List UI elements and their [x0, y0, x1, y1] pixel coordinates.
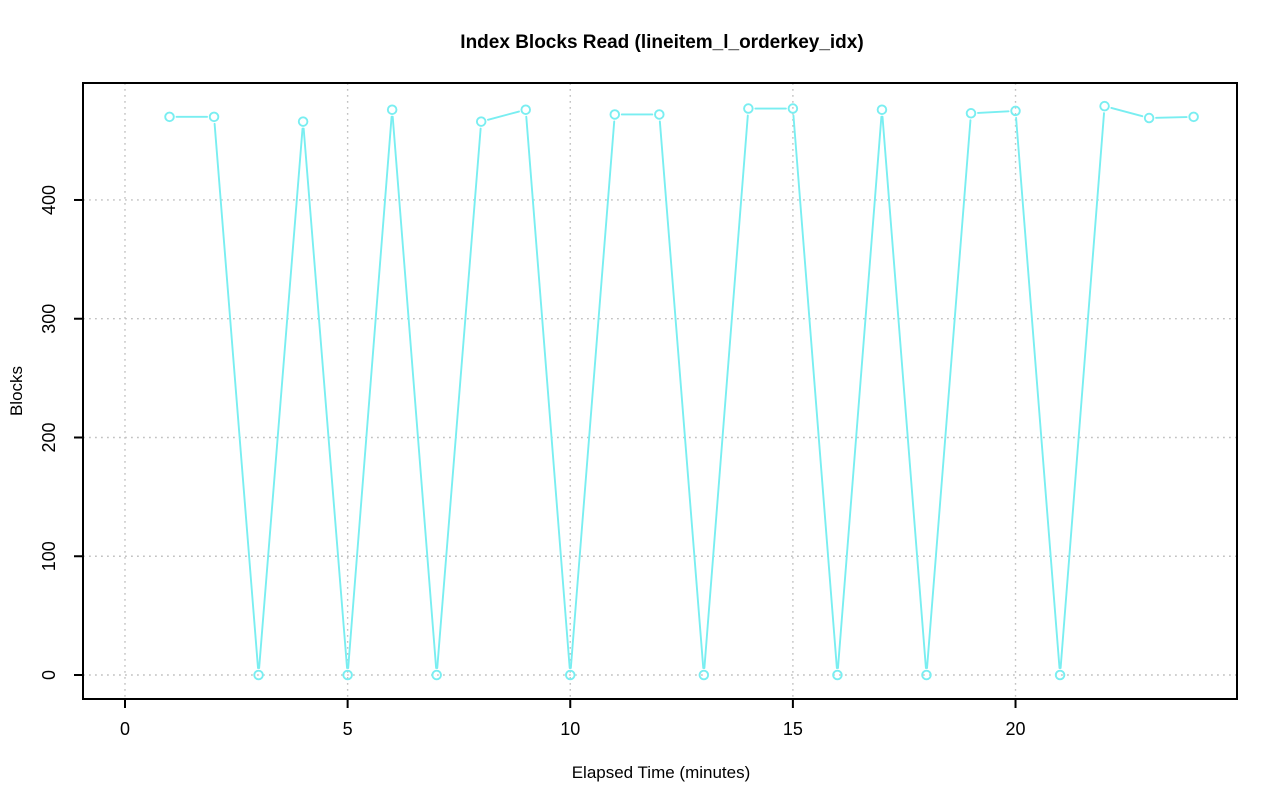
y-tick-label: 300	[39, 304, 59, 334]
data-point-marker	[431, 669, 442, 681]
x-tick-label: 15	[783, 719, 803, 739]
series-line-segment	[703, 114, 749, 669]
series-line-segment	[658, 120, 705, 669]
data-point-marker	[1143, 112, 1155, 124]
data-point-marker	[698, 669, 710, 681]
x-axis-label: Elapsed Time (minutes)	[572, 763, 751, 782]
series-line-segment	[436, 127, 482, 669]
series-line-segment	[837, 115, 883, 669]
series-line-segment	[977, 110, 1010, 114]
chart-title: Index Blocks Read (lineitem_l_orderkey_i…	[460, 32, 863, 53]
x-tick-label: 0	[120, 719, 130, 739]
data-point-marker	[832, 669, 843, 681]
data-point-marker	[1054, 669, 1066, 681]
data-point-marker	[164, 111, 175, 123]
series-line-segment	[1155, 116, 1188, 119]
y-tick-label: 0	[39, 670, 59, 680]
data-point-marker	[475, 116, 487, 127]
series-line-segment	[258, 127, 304, 669]
series-line-segment	[347, 115, 393, 669]
data-point-marker	[876, 104, 888, 115]
x-tick-label: 5	[343, 719, 353, 739]
data-point-marker	[297, 116, 309, 127]
series-line-segment	[525, 115, 571, 669]
data-point-marker	[342, 669, 353, 681]
data-point-marker	[565, 669, 576, 681]
series-line-segment	[926, 119, 972, 669]
series-line-segment	[1059, 112, 1105, 669]
data-point-marker	[1099, 100, 1110, 112]
series-line-segment	[881, 115, 927, 669]
series-line-segment	[1110, 107, 1144, 118]
series-line-segment	[569, 120, 616, 669]
data-point-marker	[520, 104, 531, 115]
data-point-marker	[1010, 105, 1021, 117]
series-line-segment	[487, 110, 520, 121]
series-line-segment	[302, 127, 349, 669]
series-line-segment	[391, 115, 438, 669]
data-point-marker	[743, 103, 754, 114]
data-point-marker	[253, 669, 264, 681]
series-line-segment	[213, 122, 259, 669]
y-tick-label: 100	[39, 541, 59, 571]
series-line-segment	[792, 114, 838, 669]
data-point-marker	[654, 109, 665, 120]
plot-box	[82, 82, 1238, 700]
x-tick-label: 20	[1006, 719, 1026, 739]
data-point-marker	[921, 669, 932, 681]
x-tick-label: 10	[560, 719, 580, 739]
y-axis-label: Blocks	[7, 366, 26, 416]
y-tick-label: 400	[39, 185, 59, 215]
data-point-marker	[965, 108, 977, 119]
y-tick-label: 200	[39, 422, 59, 452]
series-line-segment	[1015, 116, 1061, 669]
data-point-marker	[1188, 111, 1199, 123]
data-point-marker	[609, 109, 621, 120]
data-point-marker	[208, 111, 220, 123]
data-point-marker	[386, 104, 398, 115]
data-point-marker	[787, 103, 799, 114]
